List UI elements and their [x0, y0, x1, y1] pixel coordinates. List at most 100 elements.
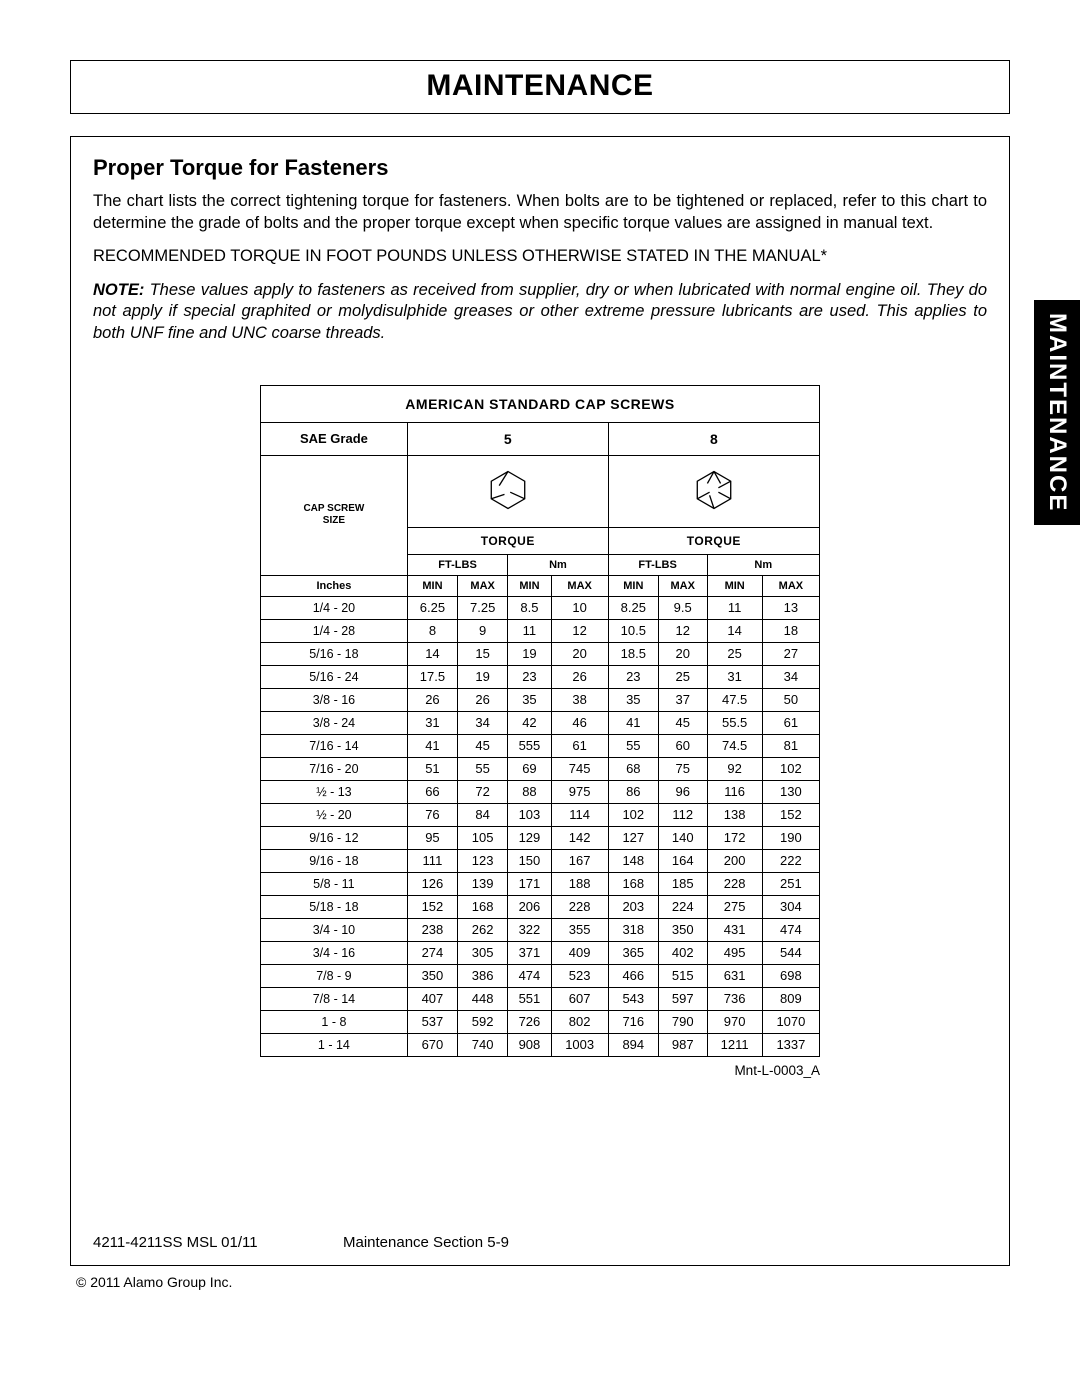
value-cell: 350 — [407, 964, 457, 987]
value-cell: 76 — [407, 803, 457, 826]
value-cell: 42 — [508, 711, 551, 734]
torque-table: AMERICAN STANDARD CAP SCREWS SAE Grade 5… — [260, 385, 820, 1057]
unit-ftlbs-8: FT-LBS — [608, 554, 707, 575]
value-cell: 407 — [407, 987, 457, 1010]
value-cell: 148 — [608, 849, 658, 872]
value-cell: 305 — [458, 941, 508, 964]
value-cell: 127 — [608, 826, 658, 849]
value-cell: 224 — [658, 895, 707, 918]
value-cell: 92 — [707, 757, 762, 780]
value-cell: 168 — [458, 895, 508, 918]
value-cell: 448 — [458, 987, 508, 1010]
value-cell: 670 — [407, 1033, 457, 1056]
table-row: 7/16 - 20515569745687592102 — [261, 757, 820, 780]
value-cell: 515 — [658, 964, 707, 987]
value-cell: 365 — [608, 941, 658, 964]
size-unit-label: Inches — [261, 575, 408, 596]
value-cell: 84 — [458, 803, 508, 826]
size-cell: ½ - 13 — [261, 780, 408, 803]
value-cell: 60 — [658, 734, 707, 757]
value-cell: 190 — [762, 826, 819, 849]
table-row: 5/8 - 11126139171188168185228251 — [261, 872, 820, 895]
value-cell: 188 — [551, 872, 608, 895]
size-cell: 7/16 - 14 — [261, 734, 408, 757]
size-cell: 9/16 - 18 — [261, 849, 408, 872]
value-cell: 1070 — [762, 1010, 819, 1033]
value-cell: 15 — [458, 642, 508, 665]
value-cell: 26 — [551, 665, 608, 688]
grade-5-header: 5 — [407, 422, 608, 455]
size-cell: 1/4 - 28 — [261, 619, 408, 642]
value-cell: 129 — [508, 826, 551, 849]
value-cell: 34 — [762, 665, 819, 688]
value-cell: 126 — [407, 872, 457, 895]
value-cell: 11 — [508, 619, 551, 642]
size-cell: 7/8 - 14 — [261, 987, 408, 1010]
value-cell: 152 — [407, 895, 457, 918]
size-cell: 5/16 - 24 — [261, 665, 408, 688]
value-cell: 139 — [458, 872, 508, 895]
value-cell: 19 — [458, 665, 508, 688]
value-cell: 631 — [707, 964, 762, 987]
value-cell: 9 — [458, 619, 508, 642]
size-cell: 1/4 - 20 — [261, 596, 408, 619]
value-cell: 20 — [658, 642, 707, 665]
value-cell: 1003 — [551, 1033, 608, 1056]
grade-8-header: 8 — [608, 422, 819, 455]
page-title: MAINTENANCE — [71, 69, 1009, 103]
value-cell: 10.5 — [608, 619, 658, 642]
value-cell: 50 — [762, 688, 819, 711]
unit-ftlbs-5: FT-LBS — [407, 554, 507, 575]
size-cell: 7/16 - 20 — [261, 757, 408, 780]
footer-left: 4211-4211SS MSL 01/11 — [93, 1234, 333, 1251]
value-cell: 95 — [407, 826, 457, 849]
value-cell: 103 — [508, 803, 551, 826]
size-cell: 3/4 - 16 — [261, 941, 408, 964]
value-cell: 1211 — [707, 1033, 762, 1056]
recommended-line: RECOMMENDED TORQUE IN FOOT POUNDS UNLESS… — [93, 247, 987, 266]
value-cell: 130 — [762, 780, 819, 803]
table-title: AMERICAN STANDARD CAP SCREWS — [261, 385, 820, 422]
inner-footer: 4211-4211SS MSL 01/11 Maintenance Sectio… — [93, 1234, 987, 1251]
table-row: 9/16 - 1295105129142127140172190 — [261, 826, 820, 849]
value-cell: 474 — [762, 918, 819, 941]
value-cell: 45 — [458, 734, 508, 757]
hex-grade5-icon — [486, 468, 530, 512]
value-cell: 206 — [508, 895, 551, 918]
value-cell: 251 — [762, 872, 819, 895]
value-cell: 68 — [608, 757, 658, 780]
value-cell: 304 — [762, 895, 819, 918]
table-row: 3/4 - 16274305371409365402495544 — [261, 941, 820, 964]
note-label: NOTE: — [93, 281, 144, 299]
value-cell: 8.5 — [508, 596, 551, 619]
value-cell: 27 — [762, 642, 819, 665]
value-cell: 112 — [658, 803, 707, 826]
value-cell: 14 — [407, 642, 457, 665]
value-cell: 55.5 — [707, 711, 762, 734]
table-row: 3/8 - 1626263538353747.550 — [261, 688, 820, 711]
value-cell: 987 — [658, 1033, 707, 1056]
value-cell: 13 — [762, 596, 819, 619]
value-cell: 894 — [608, 1033, 658, 1056]
value-cell: 25 — [707, 642, 762, 665]
value-cell: 14 — [707, 619, 762, 642]
content-frame: Proper Torque for Fasteners The chart li… — [70, 136, 1010, 1266]
size-cell: 3/8 - 16 — [261, 688, 408, 711]
value-cell: 88 — [508, 780, 551, 803]
value-cell: 41 — [407, 734, 457, 757]
value-cell: 41 — [608, 711, 658, 734]
value-cell: 55 — [458, 757, 508, 780]
table-row: 5/18 - 18152168206228203224275304 — [261, 895, 820, 918]
min-1: MIN — [407, 575, 457, 596]
table-row: 1/4 - 206.257.258.5108.259.51113 — [261, 596, 820, 619]
size-cell: 5/16 - 18 — [261, 642, 408, 665]
value-cell: 72 — [458, 780, 508, 803]
table-row: 1/4 - 2889111210.5121418 — [261, 619, 820, 642]
value-cell: 200 — [707, 849, 762, 872]
value-cell: 716 — [608, 1010, 658, 1033]
value-cell: 543 — [608, 987, 658, 1010]
value-cell: 228 — [707, 872, 762, 895]
table-row: 3/4 - 10238262322355318350431474 — [261, 918, 820, 941]
max-2: MAX — [551, 575, 608, 596]
table-row: 7/8 - 9350386474523466515631698 — [261, 964, 820, 987]
